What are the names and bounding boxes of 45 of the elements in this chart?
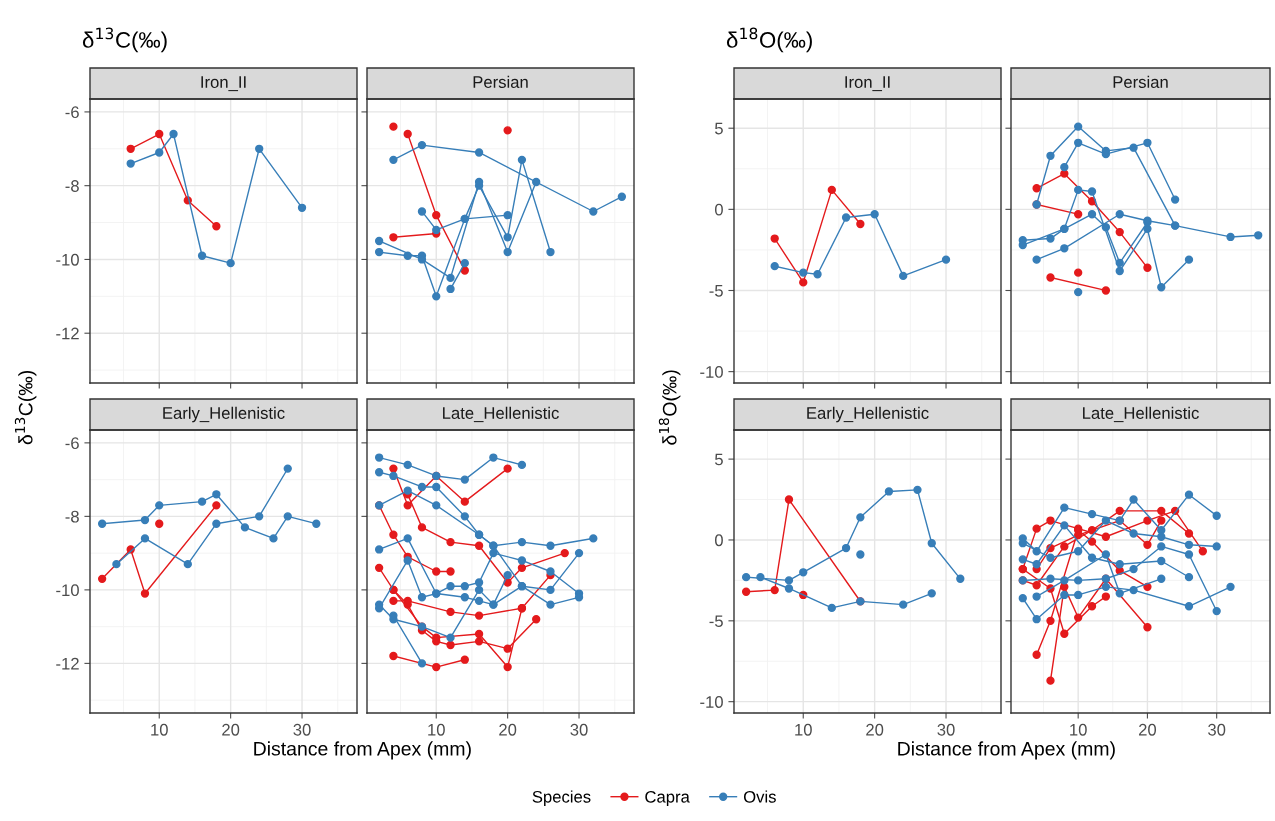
legend-label: Ovis [743,790,776,803]
x-tick-label: 20 [222,723,240,736]
chart-title: Persian [1113,75,1168,88]
chart-title: Early_Hellenistic [807,406,929,423]
y-tick-label: 0 [714,534,723,547]
y-tick-label: 5 [714,122,723,135]
x-tick-label: 20 [866,723,884,736]
y-tick-label: -10 [700,366,723,378]
y-tick-label: -6 [65,106,79,119]
y-tick-label: 5 [714,453,723,466]
chart-title: Iron_II [845,76,890,92]
y-tick-label: -10 [700,696,723,708]
y-tick-label: -5 [709,615,723,628]
chart-title: Iron_II [201,76,246,92]
legend-title: Species [532,790,591,806]
y-tick-label: -12 [56,657,79,670]
x-axis-title: Distance from Apex (mm) [254,741,471,760]
x-axis-title: Distance from Apex (mm) [898,741,1115,760]
x-tick-label: 30 [570,723,588,736]
x-tick-label: 30 [293,723,311,736]
y-tick-label: -6 [65,437,79,450]
x-tick-label: 20 [499,723,517,736]
y-tick-label: -10 [56,253,79,266]
chart-title: Persian [473,75,528,88]
chart-subtitle: δ$^{18}$O(‰) [726,27,812,53]
y-axis-title: δ$^{13}$C(‰) [14,370,37,445]
y-tick-label: -12 [56,327,79,340]
chart-title: Late_Hellenistic [1083,406,1199,423]
chart-subtitle: δ$^{13}$C(‰) [82,27,167,53]
x-tick-label: 10 [151,723,168,736]
legend-label: Capra [645,790,690,806]
y-axis-title: δ$^{18}$O(‰) [658,370,681,445]
chart-title: Early_Hellenistic [163,406,285,423]
x-tick-label: 30 [1208,723,1226,736]
y-tick-label: -8 [65,180,79,192]
x-tick-label: 10 [428,723,445,736]
x-tick-label: 30 [937,723,955,736]
y-tick-label: -8 [65,510,79,523]
x-tick-label: 10 [795,723,812,736]
x-tick-label: 20 [1139,723,1157,736]
y-tick-label: -10 [56,584,79,597]
x-tick-label: 10 [1070,723,1087,736]
chart-title: Late_Hellenistic [443,406,559,423]
y-tick-label: -5 [709,285,723,297]
y-tick-label: 0 [714,203,723,216]
